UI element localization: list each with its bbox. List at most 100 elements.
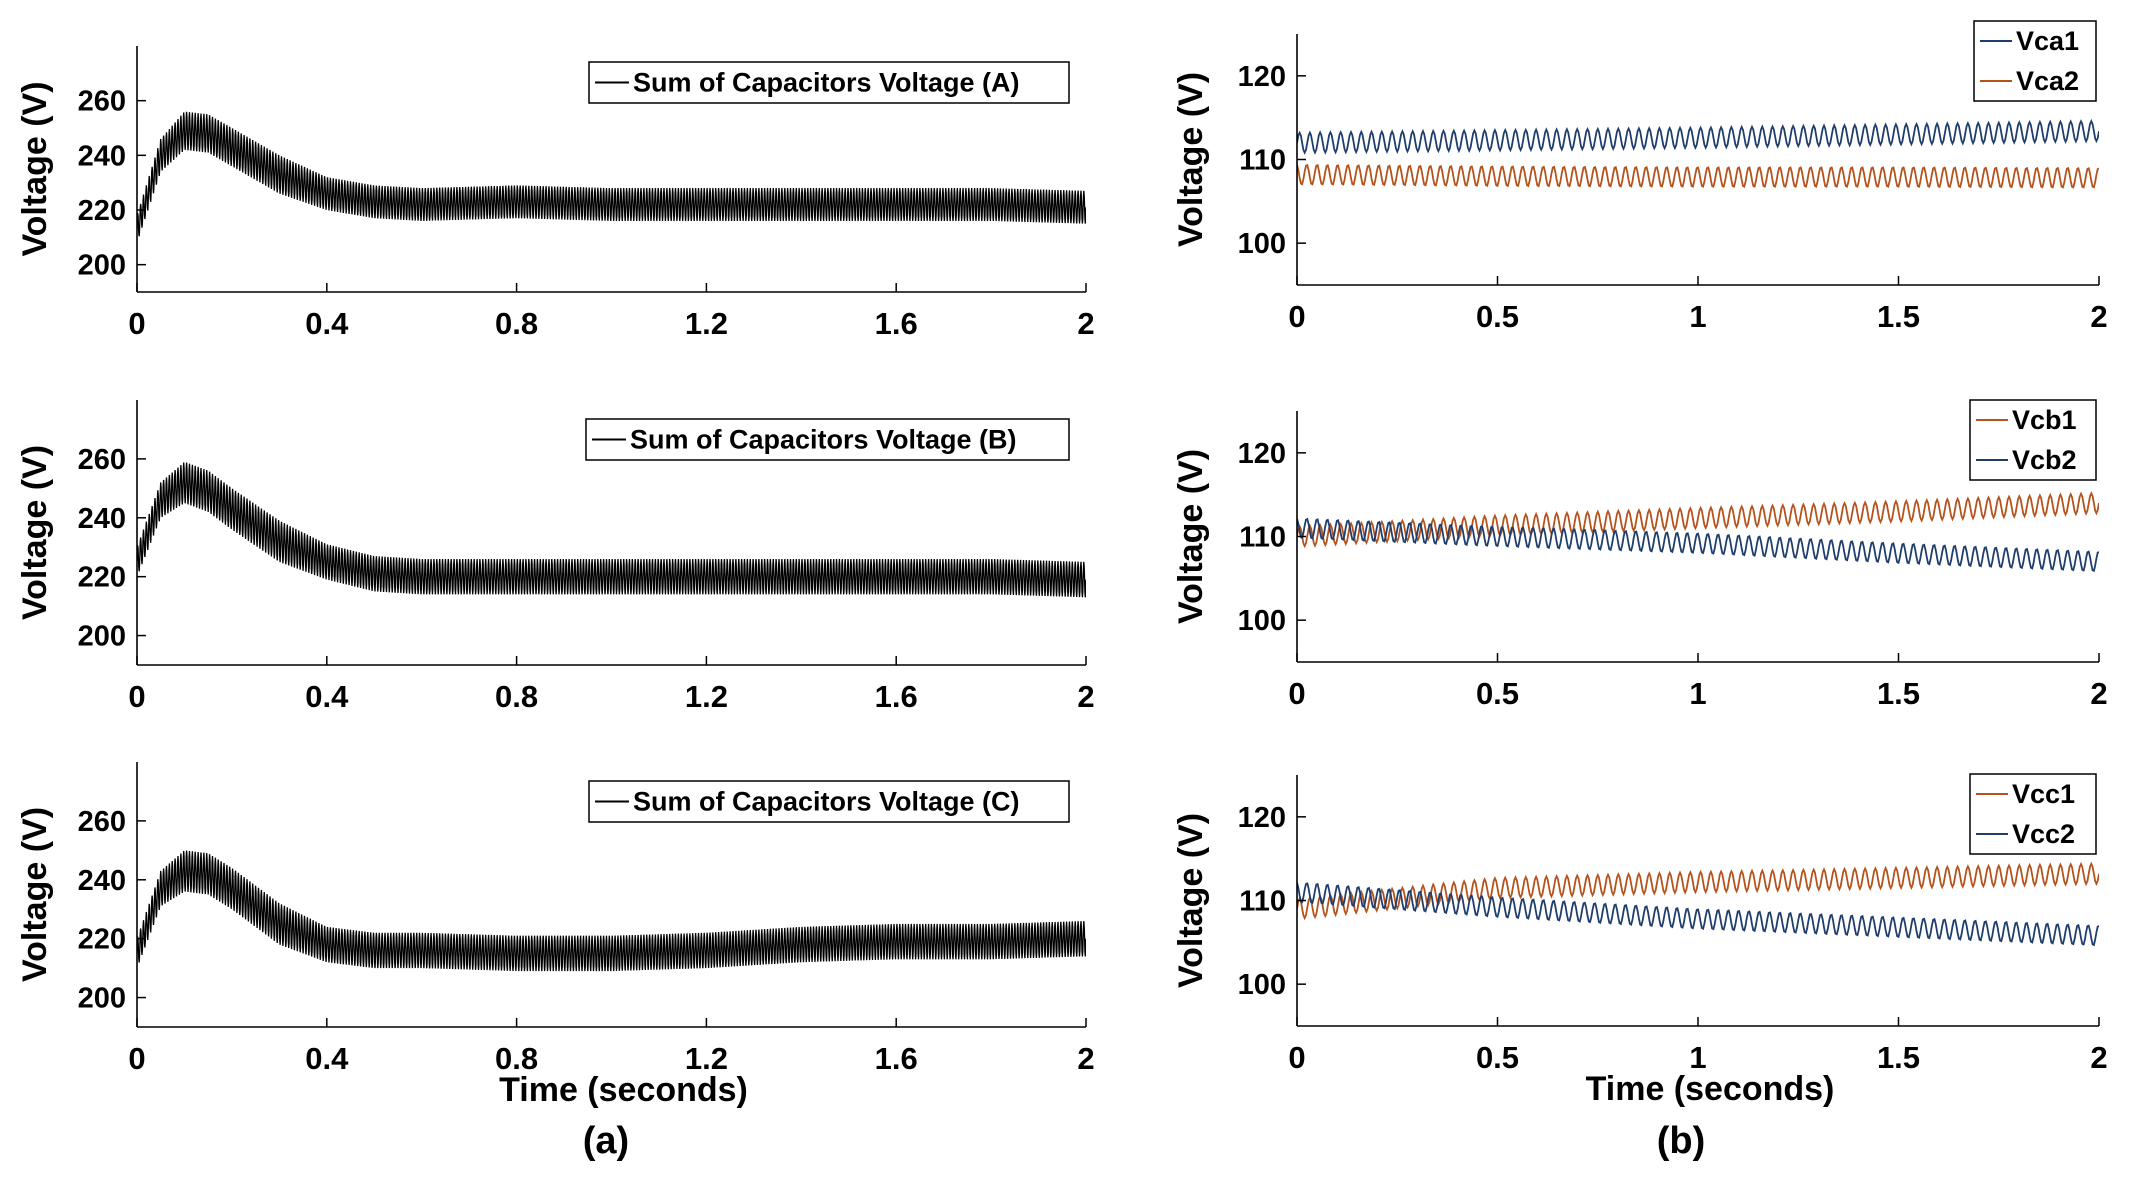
legend-label: Vca1 [2016, 26, 2079, 56]
x-tick-label: 0 [128, 306, 145, 341]
legend-b3: Vcc1 Vcc2 [1969, 773, 2097, 855]
x-tick-label: 2 [2090, 1040, 2107, 1075]
legend-label: Vcb1 [2012, 405, 2077, 435]
x-tick-label: 2 [2090, 299, 2107, 334]
x-tick-label: 1.6 [875, 306, 918, 341]
x-tick-label: 1.6 [875, 1041, 918, 1076]
legend-label: Sum of Capacitors Voltage (C) [633, 787, 1020, 817]
y-tick-label: 240 [78, 140, 126, 172]
series-line-a1-0 [137, 111, 1086, 237]
x-tick-label: 0.4 [305, 306, 349, 341]
x-tick-label: 0 [128, 1041, 145, 1076]
legend-label: Vcb2 [2012, 445, 2077, 475]
y-tick-label: 240 [78, 865, 126, 897]
panel-label-b: (b) [1657, 1120, 1706, 1162]
x-tick-label: 1.2 [685, 306, 728, 341]
y-tick-label: 220 [78, 924, 126, 956]
x-tick-label: 0.5 [1476, 1040, 1519, 1075]
x-tick-label: 0.8 [495, 679, 538, 714]
x-axis-title: Time (seconds) [499, 1071, 748, 1109]
y-tick-label: 260 [78, 86, 126, 118]
legend-a2: Sum of Capacitors Voltage (B) [585, 418, 1070, 461]
x-tick-label: 0 [1288, 1040, 1305, 1075]
y-tick-label: 120 [1238, 802, 1286, 834]
legend-label: Vcc2 [2012, 819, 2075, 849]
series-line-a3-0 [137, 850, 1086, 972]
x-tick-label: 1.5 [1877, 299, 1920, 334]
legend-box [588, 61, 1070, 104]
y-tick-label: 120 [1238, 438, 1286, 470]
series-line-b2-1 [1297, 517, 2099, 573]
x-tick-label: 0.8 [495, 306, 538, 341]
y-tick-label: 240 [78, 503, 126, 535]
x-tick-label: 2 [1077, 679, 1094, 714]
y-axis-title: Voltage (V) [1172, 72, 1210, 247]
y-tick-label: 200 [78, 621, 126, 653]
x-tick-label: 2 [2090, 676, 2107, 711]
y-axis-title: Voltage (V) [16, 81, 54, 256]
x-tick-label: 0 [1288, 299, 1305, 334]
series-line-b2-0 [1297, 491, 2099, 549]
y-axis-title: Voltage (V) [16, 807, 54, 982]
x-axis-title: Time (seconds) [1586, 1070, 1835, 1108]
legend-label: Vcc1 [2012, 779, 2075, 809]
x-tick-label: 1.5 [1877, 1040, 1920, 1075]
y-tick-label: 110 [1239, 886, 1286, 918]
panel-label-a: (a) [583, 1120, 629, 1162]
chart-b1: 0 0.5 1 1.5 2 100 110 120 Voltage (V) Vca1 Vca2 [1172, 20, 2108, 334]
y-tick-label: 220 [78, 195, 126, 227]
x-tick-label: 1.2 [685, 679, 728, 714]
legend-box [588, 780, 1070, 823]
x-tick-label: 0.4 [305, 679, 349, 714]
x-tick-label: 2 [1077, 1041, 1094, 1076]
y-tick-label: 110 [1239, 522, 1286, 554]
series-line-b1-1 [1297, 163, 2099, 189]
y-axis-title: Voltage (V) [16, 445, 54, 620]
series-line-b3-1 [1297, 882, 2099, 947]
y-tick-label: 100 [1238, 969, 1286, 1001]
chart-b2: 0 0.5 1 1.5 2 100 110 120 Voltage (V) Vcb1 Vcb2 [1172, 399, 2108, 711]
legend-box [1973, 20, 2097, 102]
legend-a3: Sum of Capacitors Voltage (C) [588, 780, 1070, 823]
legend-label: Vca2 [2016, 66, 2079, 96]
x-tick-label: 1.2 [685, 1041, 728, 1076]
legend-b1: Vca1 Vca2 [1973, 20, 2097, 102]
y-axis-title: Voltage (V) [1172, 813, 1210, 988]
legend-b2: Vcb1 Vcb2 [1969, 399, 2097, 481]
chart-a1: 0 0.4 0.8 1.2 1.6 2 200 220 240 260 Voltage (V) Sum… [16, 46, 1095, 341]
y-tick-label: 260 [78, 806, 126, 838]
y-tick-label: 100 [1238, 605, 1286, 637]
y-tick-label: 100 [1238, 228, 1286, 260]
legend-box [1969, 399, 2097, 481]
series-line-b1-0 [1297, 118, 2099, 155]
chart-b3: 0 0.5 1 1.5 2 100 110 120 Voltage (V) Time (secon… [1172, 773, 2108, 1108]
chart-a2: 0 0.4 0.8 1.2 1.6 2 200 220 240 260 Voltage (V) Sum… [16, 400, 1095, 714]
x-tick-label: 0.8 [495, 1041, 538, 1076]
y-axis-title: Voltage (V) [1172, 449, 1210, 624]
y-tick-label: 120 [1238, 61, 1286, 93]
legend-label: Sum of Capacitors Voltage (A) [633, 68, 1020, 98]
x-tick-label: 2 [1077, 306, 1094, 341]
x-tick-label: 1 [1689, 676, 1706, 711]
y-tick-label: 110 [1239, 145, 1286, 177]
y-tick-label: 220 [78, 562, 126, 594]
legend-box [585, 418, 1070, 461]
x-tick-label: 1.6 [875, 679, 918, 714]
x-tick-label: 0.4 [305, 1041, 349, 1076]
y-tick-label: 200 [78, 983, 126, 1015]
legend-a1: Sum of Capacitors Voltage (A) [588, 61, 1070, 104]
chart-a3: 0 0.4 0.8 1.2 1.6 2 200 220 240 260 Voltage (V) Tim… [16, 762, 1095, 1109]
x-tick-label: 0 [1288, 676, 1305, 711]
x-tick-label: 1.5 [1877, 676, 1920, 711]
x-tick-label: 0.5 [1476, 299, 1519, 334]
y-tick-label: 260 [78, 444, 126, 476]
x-tick-label: 1 [1689, 299, 1706, 334]
series-line-a2-0 [137, 462, 1086, 598]
x-tick-label: 0.5 [1476, 676, 1519, 711]
legend-box [1969, 773, 2097, 855]
x-tick-label: 1 [1689, 1040, 1706, 1075]
legend-label: Sum of Capacitors Voltage (B) [630, 425, 1017, 455]
y-tick-label: 200 [78, 250, 126, 282]
